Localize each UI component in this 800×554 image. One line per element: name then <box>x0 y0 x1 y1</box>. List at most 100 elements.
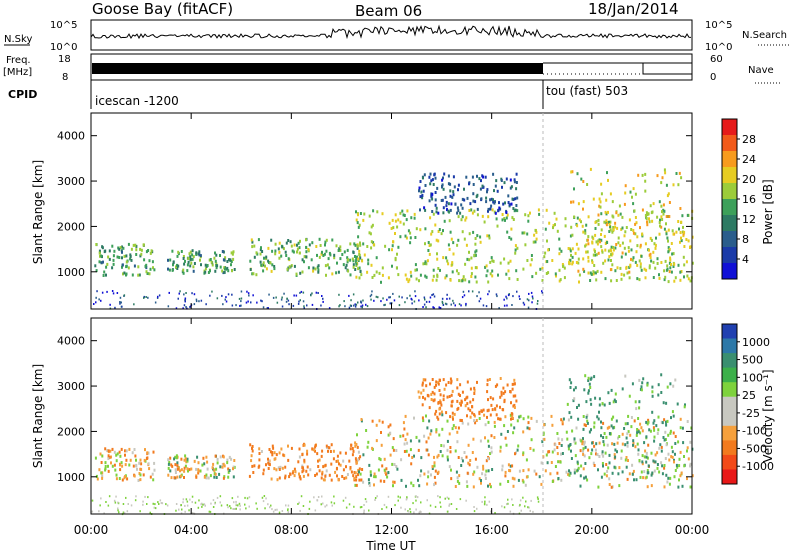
velocity-echo-cell <box>325 444 328 448</box>
velocity-echo-cell <box>278 468 281 471</box>
velocity-colorbar-tick-label: 25 <box>742 389 756 402</box>
velocity-ground-cell <box>201 505 203 508</box>
power-ground-cell <box>414 295 417 298</box>
velocity-ground-cell <box>365 500 368 503</box>
velocity-echo-cell <box>633 478 635 482</box>
velocity-echo-cell <box>135 463 138 467</box>
velocity-echo-cell <box>582 449 584 453</box>
power-echo-cell <box>599 205 602 209</box>
power-echo-cell <box>355 264 358 267</box>
power-echo-cell <box>494 184 497 188</box>
power-echo-cell <box>555 274 557 278</box>
velocity-echo-cell <box>666 419 669 423</box>
velocity-echo-cell <box>167 462 170 466</box>
power-echo-cell <box>577 247 580 251</box>
velocity-echo-cell <box>456 386 459 390</box>
power-echo-cell <box>686 213 689 217</box>
power-echo-cell <box>612 248 615 252</box>
power-ground-cell <box>518 295 520 298</box>
velocity-panel-frame <box>90 317 693 515</box>
power-echo-cell <box>472 199 475 203</box>
power-ground-cell <box>388 296 390 299</box>
power-echo-cell <box>569 234 572 238</box>
velocity-echo-cell <box>513 406 516 409</box>
power-echo-cell <box>569 247 572 251</box>
velocity-echo-cell <box>551 450 554 454</box>
velocity-echo-cell <box>232 467 234 471</box>
power-echo-cell <box>319 244 322 247</box>
velocity-ground-cell <box>91 510 94 513</box>
power-echo-cell <box>436 274 439 278</box>
power-ground-cell <box>267 307 269 310</box>
velocity-echo-cell <box>435 430 438 434</box>
velocity-echo-cell <box>187 469 189 473</box>
power-echo-cell <box>660 225 663 229</box>
velocity-echo-cell <box>616 441 619 445</box>
power-echo-cell <box>145 270 148 274</box>
velocity-echo-cell <box>375 439 378 443</box>
velocity-echo-cell <box>657 428 660 432</box>
power-echo-cell <box>495 179 498 183</box>
power-echo-cell <box>552 226 554 230</box>
power-echo-cell <box>94 264 97 268</box>
power-echo-cell <box>189 264 192 268</box>
power-echo-cell <box>595 240 598 244</box>
velocity-echo-cell <box>596 415 599 419</box>
power-echo-cell <box>571 262 574 266</box>
velocity-echo-cell <box>653 428 656 432</box>
power-colorbar-tick-label: 8 <box>742 233 749 246</box>
velocity-echo-cell <box>487 457 489 461</box>
power-echo-cell <box>471 175 474 179</box>
velocity-echo-cell <box>661 472 664 476</box>
velocity-echo-cell <box>573 439 576 443</box>
power-echo-cell <box>447 209 450 213</box>
power-ground-cell <box>352 293 355 296</box>
velocity-echo-cell <box>487 408 490 412</box>
velocity-ground-cell <box>135 495 137 498</box>
power-echo-cell <box>589 279 592 282</box>
velocity-echo-cell <box>297 460 300 464</box>
power-echo-cell <box>474 275 477 279</box>
velocity-echo-cell <box>667 476 670 480</box>
power-echo-cell <box>680 270 683 273</box>
power-echo-cell <box>362 242 365 246</box>
power-echo-cell <box>584 231 587 235</box>
velocity-echo-cell <box>146 451 149 455</box>
power-echo-cell <box>466 257 469 261</box>
velocity-echo-cell <box>406 432 409 436</box>
velocity-echo-cell <box>525 475 528 479</box>
velocity-echo-cell <box>672 414 675 418</box>
velocity-echo-cell <box>114 468 117 472</box>
power-ground-cell <box>531 301 533 304</box>
velocity-echo-cell <box>582 440 585 444</box>
velocity-echo-cell <box>584 462 587 465</box>
power-echo-cell <box>359 270 362 273</box>
velocity-echo-cell <box>670 455 673 459</box>
velocity-echo-cell <box>215 476 218 479</box>
velocity-echo-cell <box>267 461 270 465</box>
power-echo-cell <box>647 212 650 216</box>
power-ground-cell <box>221 294 223 297</box>
power-echo-cell <box>317 268 320 272</box>
power-echo-cell <box>506 230 509 234</box>
velocity-echo-cell <box>298 472 300 476</box>
power-ground-cell <box>383 304 385 307</box>
velocity-echo-cell <box>486 415 488 419</box>
power-echo-cell <box>193 262 196 265</box>
velocity-echo-cell <box>593 375 596 379</box>
power-echo-cell <box>474 253 477 257</box>
power-echo-cell <box>431 192 434 196</box>
velocity-echo-cell <box>593 425 596 429</box>
power-echo-cell <box>470 275 473 278</box>
velocity-echo-cell <box>360 418 363 421</box>
power-echo-cell <box>435 278 438 282</box>
xtick-label-3: 12:00 <box>374 523 409 537</box>
power-echo-cell <box>610 245 613 249</box>
velocity-echo-cell <box>427 470 430 474</box>
velocity-echo-cell <box>253 464 256 468</box>
velocity-echo-cell <box>600 475 603 479</box>
velocity-colorbar-frame <box>721 323 738 485</box>
power-ground-cell <box>384 303 386 306</box>
velocity-echo-cell <box>262 468 265 472</box>
